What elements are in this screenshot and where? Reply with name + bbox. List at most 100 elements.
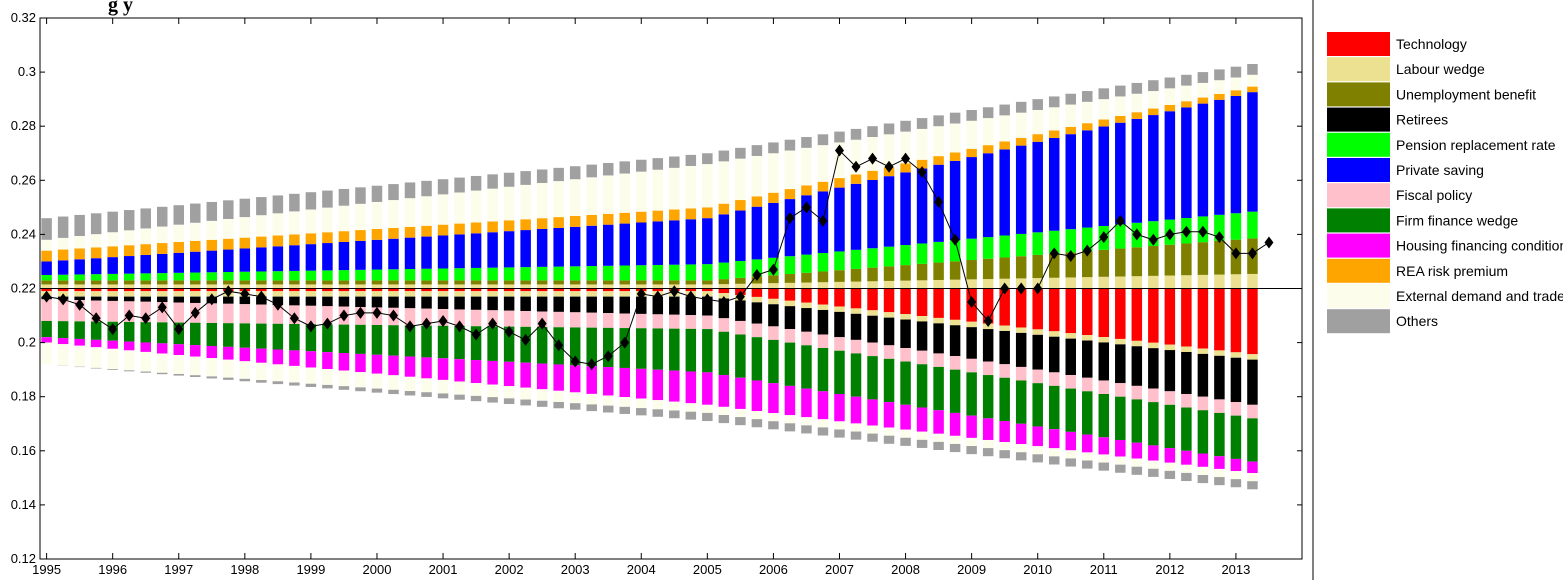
bar-segment [586, 296, 597, 313]
bar-segment [272, 349, 284, 365]
bar-segment [536, 266, 548, 281]
bar-segment [90, 291, 102, 297]
bar-segment [57, 280, 69, 285]
y-tick-label: 0.16 [11, 443, 36, 458]
bar-segment [916, 118, 928, 129]
bar-segment [900, 429, 911, 438]
bar-segment [1115, 96, 1126, 116]
bar-segment [371, 291, 383, 297]
bar-segment [553, 311, 564, 328]
y-tick-label: 0.18 [11, 389, 36, 404]
bar-segment [156, 243, 168, 254]
bar-segment [156, 291, 168, 297]
bar-segment [966, 157, 977, 239]
bar-segment [404, 325, 416, 357]
bar-segment [949, 112, 961, 124]
bar-segment [156, 372, 168, 375]
bar-segment [536, 280, 548, 285]
bar-segment [669, 264, 680, 281]
bar-segment [173, 252, 185, 273]
bar-segment [801, 147, 812, 186]
x-tick-label: 2012 [1155, 562, 1184, 577]
line-point [1214, 231, 1224, 244]
line-point [1049, 247, 1059, 260]
bar-segment [536, 284, 548, 289]
bar-segment [1048, 130, 1060, 138]
bar-segment [305, 284, 317, 289]
bar-segment [123, 256, 135, 274]
bar-segment [801, 417, 812, 426]
bar-segment [949, 261, 961, 280]
bar-segment [636, 408, 647, 416]
x-tick-label: 2011 [1090, 562, 1118, 577]
bar-segment [470, 288, 482, 292]
bar-segment [421, 325, 432, 358]
x-tick-label: 2006 [759, 562, 788, 577]
bar-segment [536, 363, 548, 390]
bar-segment [470, 383, 482, 396]
bar-segment [817, 348, 829, 392]
bar-segment [1230, 402, 1242, 416]
line-point [256, 290, 266, 303]
bar-segment [520, 311, 531, 327]
bar-segment [916, 316, 928, 322]
bar-segment [1082, 452, 1093, 461]
bar-segment [322, 369, 333, 385]
bar-segment [1048, 107, 1060, 131]
bar-segment [982, 448, 994, 457]
bar-segment [1247, 74, 1258, 87]
bar-segment [74, 259, 85, 275]
bar-segment [107, 257, 118, 274]
bar-segment [652, 314, 664, 329]
bar-segment [223, 359, 234, 378]
bar-segment [1115, 464, 1126, 473]
bar-segment [586, 312, 597, 328]
bar-segment [74, 236, 85, 249]
bar-segment [272, 284, 284, 289]
bar-segment [536, 169, 548, 184]
bar-segment [702, 207, 713, 219]
bar-segment [206, 250, 218, 273]
bar-segment [239, 284, 251, 289]
bar-segment [74, 296, 85, 301]
bar-segment [338, 231, 350, 242]
bar-segment [1214, 350, 1225, 356]
bar-segment [90, 367, 102, 369]
bar-segment [1164, 462, 1176, 471]
bar-segment [718, 288, 730, 294]
bar-segment [702, 296, 713, 316]
bar-segment [1164, 111, 1176, 220]
bar-segment [883, 176, 895, 247]
bar-segment [933, 410, 944, 434]
bar-segment [404, 284, 416, 289]
bar-segment [123, 341, 135, 351]
bar-segment [834, 306, 845, 312]
bar-segment [1148, 275, 1159, 289]
bar-segment [1098, 288, 1110, 338]
bar-segment [454, 381, 465, 395]
line-point [124, 309, 134, 322]
bar-segment [140, 288, 151, 292]
line-point [834, 144, 844, 157]
bar-segment [553, 401, 564, 409]
bar-segment [1148, 108, 1159, 116]
bar-segment [883, 123, 895, 135]
bar-segment [569, 179, 581, 217]
bar-segment [520, 296, 531, 312]
bar-segment [487, 232, 498, 268]
bar-segment [355, 240, 366, 270]
bar-segment [123, 350, 135, 371]
bar-segment [900, 437, 911, 446]
bar-segment [685, 328, 697, 372]
x-tick-label: 2008 [891, 562, 920, 577]
bar-segment [933, 317, 944, 324]
bar-segment [41, 299, 52, 321]
bar-segment [966, 260, 977, 280]
bar-segment [850, 128, 862, 140]
bar-segment [982, 439, 994, 449]
bar-segment [636, 398, 647, 409]
bar-segment [702, 218, 713, 265]
x-tick-label: 2002 [495, 562, 524, 577]
line-point [719, 296, 729, 309]
bar-segment [421, 280, 432, 285]
